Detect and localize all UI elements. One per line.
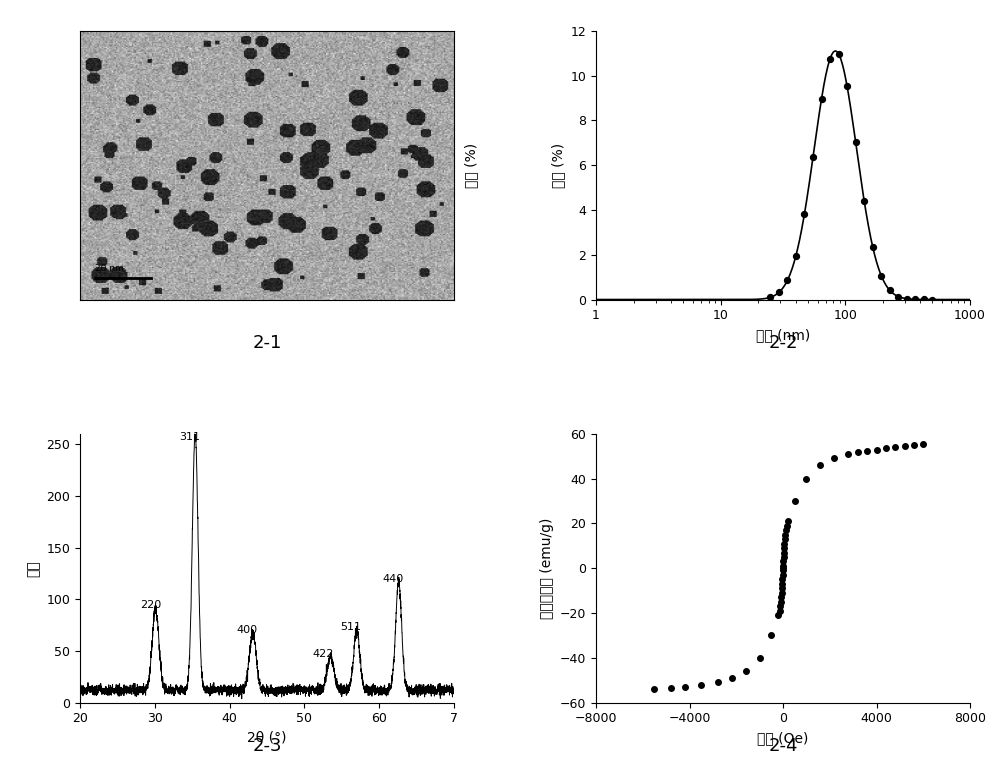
Point <box>787 495 803 507</box>
Point <box>776 542 792 554</box>
Point <box>788 249 804 262</box>
Point <box>924 293 940 306</box>
Point <box>831 48 847 60</box>
Point <box>779 274 795 286</box>
Point <box>777 528 793 540</box>
Point <box>822 52 838 65</box>
Point <box>873 269 889 282</box>
Point <box>859 445 875 457</box>
Point <box>848 136 864 148</box>
Point <box>646 683 662 696</box>
Text: 2-2: 2-2 <box>768 334 798 352</box>
Point <box>774 573 790 585</box>
Point <box>774 582 790 594</box>
Point <box>775 555 791 567</box>
Point <box>776 551 792 564</box>
Point <box>850 445 866 458</box>
Point <box>710 676 726 689</box>
Point <box>796 208 812 220</box>
Point <box>693 679 709 691</box>
Point <box>865 241 881 253</box>
Text: 20 nm: 20 nm <box>95 264 124 273</box>
Point <box>776 537 792 550</box>
Point <box>778 524 794 537</box>
Point <box>775 562 791 574</box>
Text: 311: 311 <box>179 432 200 442</box>
Point <box>777 533 793 545</box>
Point <box>812 459 828 472</box>
Point <box>897 440 913 452</box>
Point <box>916 293 932 306</box>
Point <box>773 591 789 604</box>
Point <box>770 609 786 621</box>
Point <box>856 195 872 207</box>
Point <box>774 577 790 590</box>
X-axis label: 磁场 (Oe): 磁场 (Oe) <box>757 731 809 745</box>
Point <box>826 452 842 465</box>
Point <box>677 681 693 693</box>
Point <box>773 596 789 608</box>
Point <box>772 604 788 617</box>
Text: 2-4: 2-4 <box>768 737 798 755</box>
Point <box>907 293 923 306</box>
Point <box>906 438 922 451</box>
Point <box>775 560 791 572</box>
Y-axis label: 比磁化强度 (emu/g): 比磁化强度 (emu/g) <box>540 517 554 619</box>
Point <box>738 665 754 677</box>
Point <box>663 682 679 694</box>
Point <box>775 564 791 577</box>
Point <box>839 80 855 93</box>
Point <box>869 443 885 455</box>
Point <box>775 569 791 581</box>
Point <box>772 600 788 612</box>
Text: 强度 (%): 强度 (%) <box>464 143 478 188</box>
X-axis label: 粒径 (nm): 粒径 (nm) <box>756 328 810 342</box>
Point <box>752 652 768 664</box>
Point <box>774 587 790 599</box>
Text: 422: 422 <box>312 649 334 659</box>
Point <box>878 442 894 455</box>
Point <box>779 520 795 532</box>
Text: 220: 220 <box>140 600 162 610</box>
Text: 2-1: 2-1 <box>252 334 282 352</box>
Point <box>899 293 915 305</box>
Point <box>780 515 796 527</box>
Text: 400: 400 <box>236 625 257 635</box>
Point <box>887 441 903 453</box>
X-axis label: 2θ (°): 2θ (°) <box>247 731 287 745</box>
Point <box>798 472 814 485</box>
Text: 440: 440 <box>382 574 403 584</box>
Point <box>771 286 787 299</box>
Point <box>814 93 830 105</box>
Y-axis label: 强度 (%): 强度 (%) <box>551 143 565 188</box>
Text: 2-3: 2-3 <box>252 737 282 755</box>
Point <box>762 291 778 303</box>
Point <box>915 438 931 450</box>
Point <box>805 151 821 164</box>
Point <box>840 448 856 460</box>
Point <box>724 672 740 684</box>
Point <box>882 284 898 296</box>
Y-axis label: 强度: 强度 <box>27 560 41 577</box>
Point <box>890 290 906 303</box>
Point <box>763 629 779 642</box>
Point <box>776 547 792 559</box>
Text: 511: 511 <box>340 622 361 632</box>
